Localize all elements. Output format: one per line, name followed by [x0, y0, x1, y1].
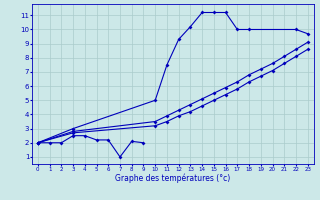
- X-axis label: Graphe des températures (°c): Graphe des températures (°c): [115, 173, 230, 183]
